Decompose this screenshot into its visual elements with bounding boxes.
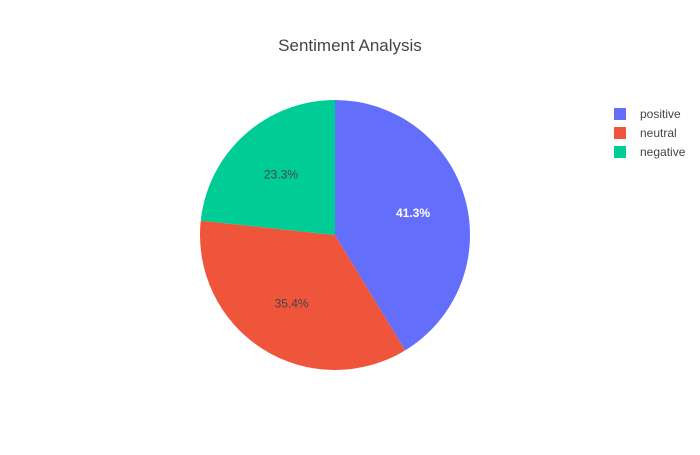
pie-slices [200,100,470,371]
legend-item-neutral[interactable]: neutral [614,126,677,140]
pie-slice-negative[interactable] [200,100,335,235]
slice-label-neutral: 35.4% [275,296,309,310]
legend-swatch-positive [614,108,626,120]
legend-label-positive: positive [640,107,681,121]
legend-label-negative: negative [640,145,686,159]
legend-swatch-negative [614,146,626,158]
chart-title: Sentiment Analysis [278,36,422,55]
pie-slice-neutral[interactable] [200,220,406,371]
legend-item-negative[interactable]: negative [614,145,686,159]
legend-item-positive[interactable]: positive [614,107,681,121]
pie-labels: 41.3% 35.4% 23.3% [264,168,430,311]
legend-swatch-neutral [614,127,626,139]
pie-slice-positive[interactable] [335,100,470,351]
legend-label-neutral: neutral [640,126,677,140]
slice-label-positive: 41.3% [396,206,430,220]
slice-label-negative: 23.3% [264,168,298,182]
legend: positive neutral negative [614,107,686,159]
